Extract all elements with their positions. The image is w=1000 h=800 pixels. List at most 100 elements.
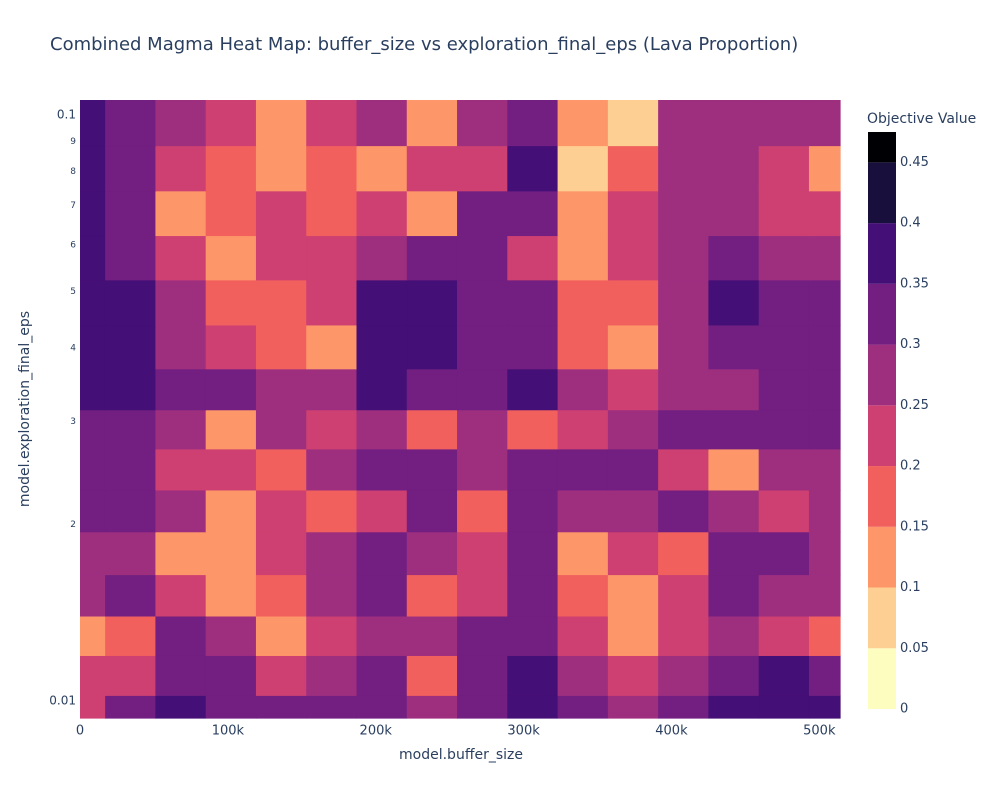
y-tick-label: 4 [70,344,76,354]
heatmap-cell [356,324,408,370]
heatmap-cell [457,695,508,719]
heatmap-cell [607,695,659,719]
y-tick-label: 9 [70,137,76,147]
colorbar-tick-label: 0 [900,702,908,717]
heatmap-cell [105,100,157,147]
heatmap-cell [507,448,559,491]
heatmap-cell [758,368,810,411]
colorbar-tick-label: 0.2 [900,459,921,474]
heatmap-cell [808,409,841,450]
heatmap-cell [557,655,609,696]
heatmap-cell [80,324,106,370]
heatmap-cell [557,489,609,533]
heatmap-cell [758,448,810,491]
heatmap-cell [80,574,106,617]
heatmap-cell [155,235,207,281]
heatmap-cell [80,235,106,281]
heatmap-cell [607,324,659,370]
heatmap-cell [708,190,760,237]
heatmap-cell [607,574,659,617]
y-tick-label: 6 [70,240,76,250]
heatmap-cell [607,100,659,147]
heatmap-cell [658,409,710,450]
heatmap-cell [708,489,760,533]
heatmap-cell [708,100,760,147]
heatmap-cell [205,531,257,576]
heatmap-cell [507,695,559,719]
heatmap-cell [105,531,157,576]
colorbar-bin [868,587,896,649]
heatmap-cell [255,615,307,656]
heatmap-cell [105,324,157,370]
y-tick-label: 3 [70,417,76,427]
heatmap-cell [205,235,257,281]
chart-title: Combined Magma Heat Map: buffer_size vs … [50,34,798,55]
heatmap-cell [507,368,559,411]
heatmap-cell [658,100,710,147]
heatmap-cell [507,190,559,237]
heatmap-cell [155,615,207,656]
heatmap-cell [105,695,157,719]
heatmap-cell [708,235,760,281]
heatmap-cell [557,448,609,491]
colorbar-tick-label: 0.45 [900,155,929,170]
heatmap-cell [306,145,358,192]
heatmap-cell [255,531,307,576]
heatmap-cell [808,324,841,370]
heatmap-cell [205,279,257,326]
heatmap-cell [607,448,659,491]
heatmap-cell [457,368,508,411]
heatmap-cell [155,279,207,326]
heatmap-cell [80,409,106,450]
heatmap-cell [255,448,307,491]
heatmap-cell [356,448,408,491]
heatmap-cell [406,489,458,533]
heatmap-cell [808,531,841,576]
y-tick-label: 2 [70,520,76,530]
heatmap-cell [306,279,358,326]
heatmap-cell [356,100,408,147]
heatmap-cell [708,448,760,491]
heatmap-cell [155,574,207,617]
heatmap-cell [406,695,458,719]
heatmap-cell [658,235,710,281]
y-axis-title: model.exploration_final_eps [17,311,33,507]
heatmap-cell [808,145,841,192]
heatmap-cell [507,615,559,656]
heatmap-cell [205,448,257,491]
heatmap-cell [607,531,659,576]
heatmap-cell [105,615,157,656]
heatmap-cell [758,615,810,656]
heatmap-cell [758,531,810,576]
heatmap-cell [356,531,408,576]
heatmap-cell [758,695,810,719]
heatmap-cell [205,489,257,533]
heatmap-cell [808,574,841,617]
heatmap-cell [406,235,458,281]
heatmap-cell [607,279,659,326]
heatmap-cell [155,531,207,576]
heatmap-cell [205,655,257,696]
colorbar-bin [868,162,896,224]
heatmap-cell [708,695,760,719]
colorbar-title: Objective Value [867,111,976,127]
heatmap-cell [658,368,710,411]
heatmap-cell [255,100,307,147]
heatmap-cell [557,531,609,576]
heatmap-cell [457,235,508,281]
heatmap-cell [457,409,508,450]
heatmap-cell [607,615,659,656]
heatmap-cell [557,100,609,147]
x-tick-label: 0 [76,724,84,739]
heatmap-cell [457,190,508,237]
heatmap-cell [255,324,307,370]
heatmap-cell [658,324,710,370]
heatmap-cell [808,695,841,719]
heatmap-cell [658,448,710,491]
colorbar-tick-label: 0.1 [900,580,921,595]
heatmap-cell [155,448,207,491]
heatmap-cell [507,324,559,370]
heatmap-cell [356,695,408,719]
heatmap-cell [105,145,157,192]
heatmap-cell [255,695,307,719]
